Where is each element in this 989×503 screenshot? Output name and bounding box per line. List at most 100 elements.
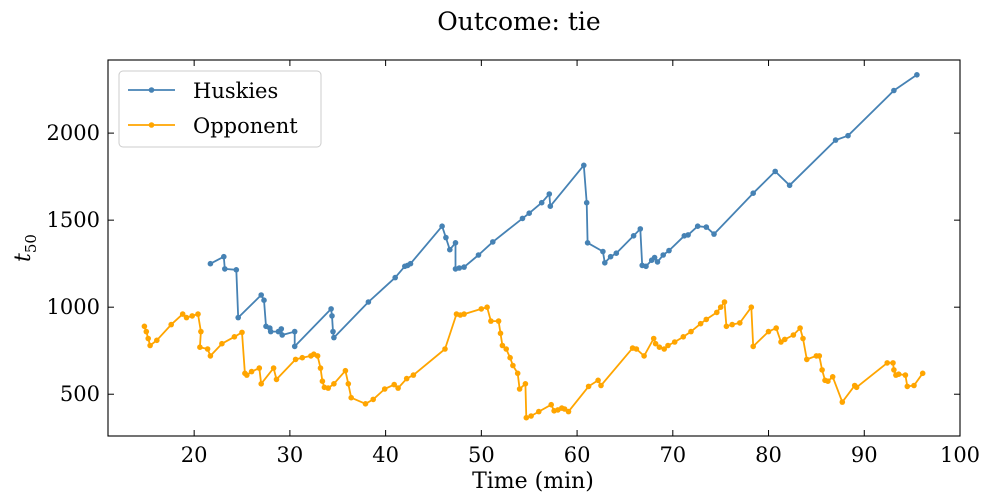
data-point-opponent xyxy=(189,313,195,319)
data-point-opponent xyxy=(514,370,521,377)
data-point-opponent xyxy=(528,413,534,419)
data-point-opponent xyxy=(665,342,671,349)
data-point-opponent xyxy=(714,309,720,316)
data-point-opponent xyxy=(342,367,349,374)
data-point-opponent xyxy=(633,346,640,352)
data-point-opponent xyxy=(919,370,926,377)
data-point-opponent xyxy=(145,335,151,342)
legend-marker-huskies xyxy=(148,87,155,93)
data-point-opponent xyxy=(688,328,694,335)
data-point-huskies xyxy=(660,252,666,258)
data-point-huskies xyxy=(547,203,554,209)
data-point-opponent xyxy=(299,354,306,361)
data-point-opponent xyxy=(403,375,410,382)
data-point-opponent xyxy=(314,353,321,359)
data-point-huskies xyxy=(581,162,587,169)
data-point-opponent xyxy=(797,325,803,331)
data-point-huskies xyxy=(772,168,778,175)
data-point-opponent xyxy=(317,365,324,371)
data-point-opponent xyxy=(729,321,735,328)
data-point-opponent xyxy=(507,354,513,361)
data-point-opponent xyxy=(680,334,687,340)
legend-label-opponent: Opponent xyxy=(193,114,298,138)
data-point-opponent xyxy=(717,304,724,311)
data-point-opponent xyxy=(536,408,542,415)
data-point-huskies xyxy=(461,264,467,270)
data-point-opponent xyxy=(804,356,810,363)
data-point-opponent xyxy=(829,374,836,380)
data-point-opponent xyxy=(484,304,490,311)
data-point-huskies xyxy=(267,328,274,335)
data-point-opponent xyxy=(800,335,806,342)
data-point-huskies xyxy=(538,199,545,206)
data-point-opponent xyxy=(750,343,756,350)
data-point-opponent xyxy=(391,381,398,388)
x-axis-label: Time (min) xyxy=(472,469,594,494)
data-point-opponent xyxy=(895,371,902,378)
data-point-opponent xyxy=(548,401,554,408)
data-point-opponent xyxy=(143,328,150,335)
data-point-opponent xyxy=(650,335,657,342)
data-point-opponent xyxy=(652,340,659,347)
data-point-huskies xyxy=(607,253,614,260)
data-point-opponent xyxy=(488,318,494,324)
data-point-opponent xyxy=(825,378,831,385)
data-point-huskies xyxy=(666,247,672,254)
data-point-huskies xyxy=(630,233,637,239)
y-tick-label: 500 xyxy=(60,382,100,406)
data-point-opponent xyxy=(884,360,890,366)
data-point-opponent xyxy=(703,316,710,323)
data-point-opponent xyxy=(565,408,572,415)
data-point-opponent xyxy=(147,342,153,349)
plot-area-frame xyxy=(107,59,961,437)
data-point-opponent xyxy=(510,362,516,369)
data-point-huskies xyxy=(447,246,453,253)
data-point-huskies xyxy=(845,132,851,139)
x-tick-label: 70 xyxy=(659,443,686,467)
y-axis-label-base: t xyxy=(11,253,36,262)
data-point-opponent xyxy=(362,401,369,407)
data-point-opponent xyxy=(891,367,897,373)
data-point-opponent xyxy=(902,372,909,378)
data-point-opponent xyxy=(499,342,506,349)
y-tick-label: 1000 xyxy=(47,295,100,319)
data-point-opponent xyxy=(319,378,326,385)
data-point-huskies xyxy=(452,240,459,246)
data-point-opponent xyxy=(204,346,211,352)
data-point-opponent xyxy=(273,376,280,383)
y-axis-label-subscript: 50 xyxy=(22,234,40,253)
data-point-opponent xyxy=(790,332,797,338)
data-point-opponent xyxy=(183,314,190,321)
data-point-huskies xyxy=(643,263,649,270)
y-tick-label: 2000 xyxy=(47,121,100,145)
data-point-opponent xyxy=(168,321,174,328)
x-tick-label: 40 xyxy=(372,443,399,467)
data-point-huskies xyxy=(456,265,463,271)
data-point-opponent xyxy=(748,304,755,311)
data-point-opponent xyxy=(345,381,352,387)
data-point-huskies xyxy=(786,182,793,189)
data-point-opponent xyxy=(495,318,502,324)
data-point-opponent xyxy=(231,334,238,340)
data-point-opponent xyxy=(853,384,860,391)
data-point-opponent xyxy=(765,328,772,335)
data-point-huskies xyxy=(291,343,298,350)
data-point-opponent xyxy=(292,356,299,363)
data-point-opponent xyxy=(270,365,277,371)
data-point-opponent xyxy=(195,311,201,317)
data-point-opponent xyxy=(516,386,523,392)
data-point-huskies xyxy=(694,223,701,229)
data-point-huskies xyxy=(526,210,532,216)
data-point-opponent xyxy=(244,372,250,378)
data-point-huskies xyxy=(258,292,265,298)
series-opponent xyxy=(141,299,926,421)
data-point-huskies xyxy=(750,190,756,196)
data-point-opponent xyxy=(410,372,417,378)
data-point-huskies xyxy=(583,199,590,206)
legend-marker-opponent xyxy=(148,122,155,128)
data-point-huskies xyxy=(222,266,228,272)
plot-data xyxy=(141,72,926,421)
data-point-opponent xyxy=(442,346,448,352)
data-point-opponent xyxy=(595,377,601,384)
